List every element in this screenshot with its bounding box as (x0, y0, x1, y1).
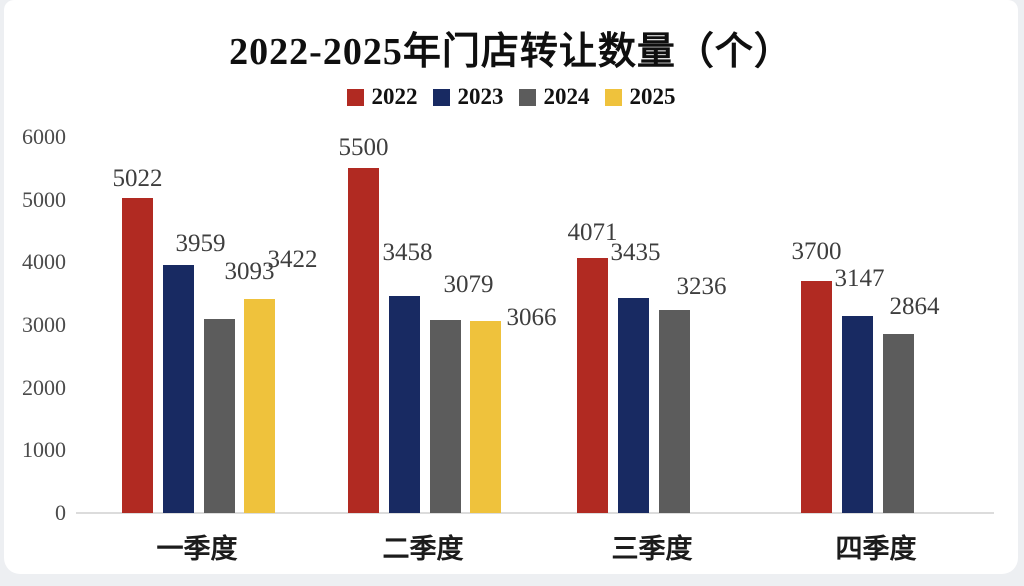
legend-item-2023: 2023 (432, 84, 504, 110)
bar-2022-q2 (348, 168, 379, 513)
bar-2023-q3 (618, 298, 649, 513)
y-axis-tick: 3000 (22, 312, 66, 337)
x-axis-label-q2: 二季度 (382, 534, 464, 564)
legend-swatch-2024 (518, 88, 536, 106)
bar-2023-q4 (842, 316, 873, 513)
legend-label-2025: 2025 (629, 84, 676, 109)
legend-item-2025: 2025 (604, 84, 676, 110)
value-label-2023-q2: 3458 (382, 239, 433, 266)
y-axis-tick: 1000 (22, 437, 66, 463)
y-axis-tick: 0 (55, 500, 66, 525)
y-axis-tick: 6000 (22, 124, 66, 149)
value-label-2022-q1: 5022 (112, 165, 163, 192)
plot-area: 0 1000 2000 3000 4000 5000 6000 5022 3959 3093 342… (4, 0, 1018, 574)
value-label-2025-q2: 3066 (506, 304, 557, 331)
legend-swatch-2023 (432, 88, 450, 106)
bar-2023-q2 (389, 296, 420, 513)
y-axis-tick: 2000 (22, 374, 66, 400)
value-label-2025-q1: 3422 (267, 246, 318, 273)
value-label-2022-q4: 3700 (791, 238, 842, 265)
legend-swatch-2022 (346, 88, 364, 106)
bar-2025-q1 (244, 299, 275, 513)
value-label-2024-q3: 3236 (676, 273, 727, 300)
value-label-2024-q2: 3079 (443, 271, 494, 298)
legend-label-2024: 2024 (543, 84, 590, 109)
legend-item-2022: 2022 (346, 84, 418, 110)
value-label-2024-q1: 3093 (224, 258, 275, 285)
value-label-2022-q2: 5500 (338, 134, 389, 161)
y-axis-tick: 5000 (22, 186, 66, 212)
value-label-2023-q4: 3147 (834, 265, 885, 292)
value-label-2023-q1: 3959 (175, 230, 226, 257)
bar-2024-q4 (883, 334, 914, 513)
bar-2022-q3 (577, 258, 608, 513)
legend-label-2023: 2023 (457, 84, 504, 109)
x-axis-label-q4: 四季度 (835, 534, 917, 564)
x-axis-label-q1: 一季度 (156, 534, 238, 564)
chart-title: 2022-2025年门店转让数量（个） (229, 31, 793, 73)
bar-2022-q4 (801, 281, 832, 513)
bar-2024-q3 (659, 310, 690, 513)
legend-item-2024: 2024 (518, 84, 590, 110)
value-label-2024-q4: 2864 (889, 293, 940, 320)
bar-2022-q1 (122, 198, 153, 513)
chart-legend: 2022 2023 2024 2025 (4, 84, 1018, 110)
bar-2023-q1 (163, 265, 194, 513)
value-label-2022-q3: 4071 (567, 219, 618, 246)
x-axis-label-q3: 三季度 (611, 534, 693, 564)
bar-2024-q2 (430, 320, 461, 513)
chart-card: 2022-2025年门店转让数量（个） 2022 2023 2024 2025 0 10… (4, 0, 1018, 574)
legend-swatch-2025 (604, 88, 622, 106)
bar-2024-q1 (204, 319, 235, 513)
bar-2025-q2 (470, 321, 501, 513)
value-label-2023-q3: 3435 (610, 239, 661, 266)
x-axis-line (76, 512, 994, 514)
legend-label-2022: 2022 (371, 84, 418, 109)
y-axis-tick: 4000 (22, 249, 66, 275)
